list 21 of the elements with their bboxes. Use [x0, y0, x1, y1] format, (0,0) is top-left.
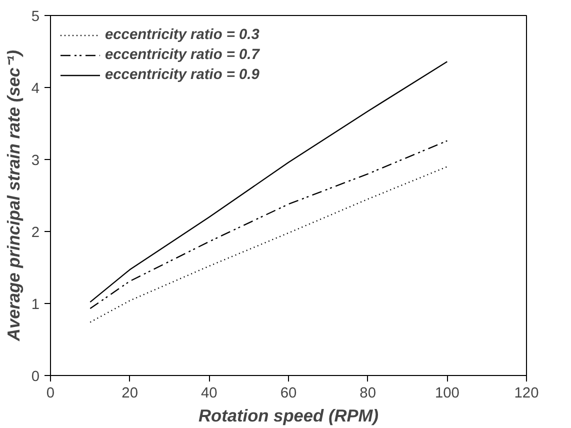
x-tick-label: 20: [122, 386, 138, 402]
y-tick-label: 5: [31, 9, 40, 25]
y-tick-label: 2: [31, 225, 40, 241]
line-series: [90, 60, 448, 303]
line-series: [90, 140, 448, 310]
legend-label: eccentricity ratio = 0.7: [105, 47, 260, 63]
x-tick-label: 60: [280, 386, 297, 402]
y-tick-label: 3: [31, 153, 40, 169]
x-tick-label: 120: [514, 386, 539, 402]
y-tick-label: 4: [31, 81, 40, 97]
x-tick-label: 100: [434, 386, 460, 402]
x-tick-label: 40: [201, 386, 218, 402]
legend-label: eccentricity ratio = 0.9: [105, 67, 260, 83]
legend-label: eccentricity ratio = 0.3: [105, 27, 260, 43]
x-tick-label: 80: [360, 386, 376, 402]
x-tick-label: 0: [46, 386, 55, 402]
y-axis-title: Average principal strain rate (sec⁻¹): [3, 50, 24, 342]
line-series: [90, 166, 448, 323]
x-axis-title: Rotation speed (RPM): [198, 406, 379, 426]
y-tick-label: 1: [31, 297, 40, 313]
y-tick-label: 0: [31, 369, 40, 385]
